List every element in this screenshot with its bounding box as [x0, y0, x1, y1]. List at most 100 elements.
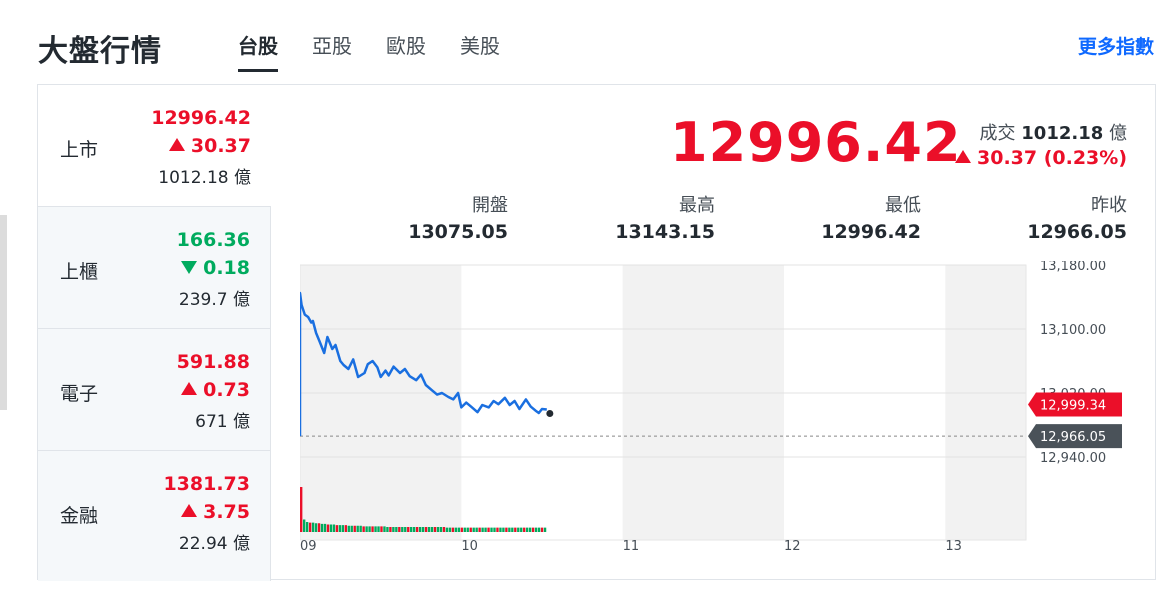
index-volume: 22.94 億: [179, 529, 250, 554]
index-volume-unit: 億: [233, 534, 250, 554]
volume-bar: [356, 525, 359, 532]
last-price-dot: [546, 410, 554, 418]
price-change-text: 30.37 (0.23%): [977, 147, 1127, 169]
market-tabs: 台股 亞股 歐股 美股: [238, 30, 500, 72]
stat-label: 最高: [679, 195, 715, 216]
volume-bar: [499, 527, 502, 532]
index-price: 166.36: [176, 229, 250, 251]
index-volume: 1012.18 億: [158, 163, 251, 188]
volume-bar: [329, 524, 333, 532]
index-volume: 239.7 億: [179, 285, 250, 310]
price-line: [300, 291, 547, 437]
volume-bar: [534, 527, 538, 532]
stat-value: 13075.05: [408, 221, 508, 243]
volume-bar: [427, 527, 431, 532]
volume-bar: [392, 527, 395, 532]
volume-bar: [424, 527, 428, 532]
volume-bar: [368, 526, 371, 532]
index-volume: 671 億: [195, 407, 250, 432]
volume-bar: [540, 527, 544, 532]
up-triangle-icon: [181, 504, 198, 517]
volume-bar: [543, 527, 547, 532]
volume-bar: [353, 525, 356, 532]
index-item-otc[interactable]: 上櫃 166.36 0.18 239.7 億: [38, 207, 271, 329]
more-indices-link[interactable]: 更多指數: [1077, 36, 1154, 58]
volume-bar: [484, 527, 487, 532]
volume-bar: [505, 527, 508, 532]
volume-bar: [302, 519, 306, 532]
y-tick-label: 13,180.00: [1040, 261, 1106, 274]
page-scroll-strip: [0, 215, 7, 410]
volume-bar: [377, 526, 380, 532]
volume-bar: [308, 522, 312, 532]
volume-bar: [371, 526, 374, 532]
index-item-finance[interactable]: 金融 1381.73 3.75 22.94 億: [38, 451, 271, 581]
index-item-listed[interactable]: 上市 12996.42 30.37 1012.18 億: [38, 85, 271, 207]
volume-bar: [332, 524, 336, 532]
x-tick-label: 09: [300, 539, 317, 551]
volume-bar: [413, 527, 416, 532]
volume-bar: [359, 525, 362, 532]
turnover-value: 1012.18: [1021, 123, 1104, 144]
volume-bar: [374, 526, 377, 532]
volume-bar: [314, 523, 318, 532]
current-price: 12996.42: [670, 111, 962, 174]
y-tick-label: 13,100.00: [1040, 323, 1106, 338]
x-tick-label: 13: [945, 539, 962, 551]
volume-bar: [475, 527, 478, 532]
stat-value: 12996.42: [821, 221, 921, 243]
volume-bar: [526, 527, 529, 532]
volume-bar: [347, 525, 350, 532]
volume-bar: [350, 525, 353, 532]
index-volume-value: 22.94: [178, 534, 228, 554]
index-price: 1381.73: [163, 473, 250, 495]
volume-bar: [401, 527, 404, 532]
tab-taiwan[interactable]: 台股: [238, 30, 278, 72]
current-price-tag: [1028, 392, 1122, 417]
index-name: 上市: [60, 139, 99, 161]
index-change-value: 30.37: [190, 135, 251, 157]
index-volume-value: 239.7: [178, 290, 228, 310]
volume-bar: [398, 527, 401, 532]
intraday-chart[interactable]: 13,180.0013,100.0013,020.0012,940.000910…: [300, 261, 1150, 551]
volume-bar: [407, 527, 410, 532]
volume-bar: [389, 527, 392, 532]
volume-bar: [487, 527, 490, 532]
tab-asia[interactable]: 亞股: [312, 34, 352, 58]
volume-bar: [457, 527, 460, 532]
current-price-label: 12,999.34: [1040, 399, 1106, 414]
volume-bar: [517, 527, 520, 532]
tab-europe[interactable]: 歐股: [386, 34, 426, 58]
volume-bar: [502, 527, 505, 532]
volume-bar: [460, 527, 463, 532]
x-tick-label: 11: [623, 539, 640, 551]
index-change-value: 3.75: [203, 501, 250, 523]
volume-bar: [326, 524, 330, 532]
volume-bar: [338, 525, 342, 532]
volume-bar: [463, 527, 466, 532]
index-change: 0.73: [181, 379, 250, 401]
stat-value: 12966.05: [1027, 221, 1127, 243]
stat-label: 昨收: [1091, 195, 1127, 216]
volume-bar: [537, 527, 541, 532]
volume-bar: [410, 527, 413, 532]
hour-band: [622, 265, 784, 540]
index-change: 30.37: [168, 135, 251, 157]
volume-bar: [481, 527, 484, 532]
volume-bar: [454, 527, 458, 532]
volume-bar: [466, 527, 469, 532]
index-change-value: 0.73: [203, 379, 250, 401]
volume-bar: [323, 523, 327, 532]
tab-us[interactable]: 美股: [460, 34, 500, 58]
stat-label: 最低: [885, 195, 921, 216]
stat-prev-close: 昨收 12966.05: [977, 191, 1127, 243]
prev-close-label: 12,966.05: [1040, 430, 1106, 445]
volume-bar: [469, 527, 472, 532]
index-volume-value: 671: [195, 412, 228, 432]
index-volume-unit: 億: [233, 290, 250, 310]
stat-low: 最低 12996.42: [771, 191, 921, 243]
index-name: 金融: [60, 505, 99, 527]
volume-bar: [448, 527, 452, 532]
index-item-electronics[interactable]: 電子 591.88 0.73 671 億: [38, 329, 271, 451]
volume-bar: [439, 527, 443, 532]
